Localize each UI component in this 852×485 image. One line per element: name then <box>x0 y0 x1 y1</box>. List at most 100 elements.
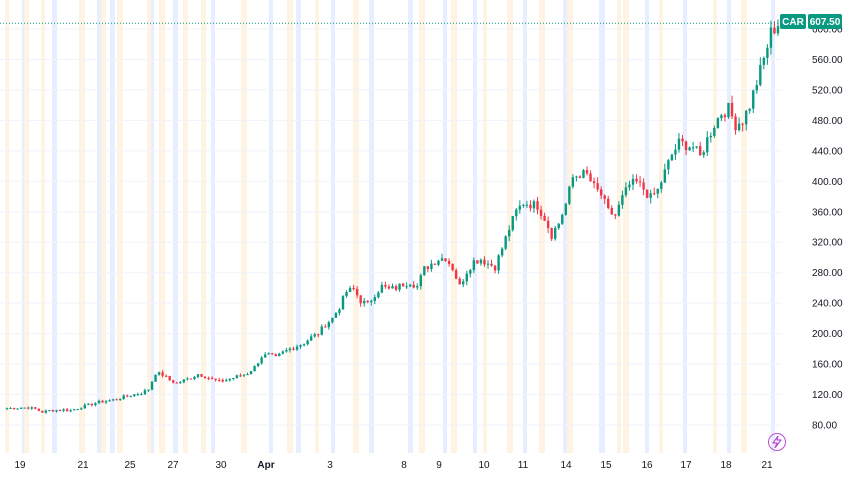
candle-body <box>642 182 645 190</box>
candle-body <box>69 410 72 412</box>
x-tick-label: 25 <box>124 460 136 471</box>
x-tick-label: 9 <box>436 460 442 471</box>
session-band <box>727 0 731 453</box>
candle-body <box>348 288 352 293</box>
x-tick-label: 30 <box>215 460 227 471</box>
candle-body <box>218 379 221 381</box>
x-tick-label: 10 <box>478 460 490 471</box>
candle-body <box>737 123 741 131</box>
candle-body <box>667 160 670 170</box>
candle-body <box>281 351 285 354</box>
candle-body <box>292 348 295 350</box>
candle-body <box>189 378 193 380</box>
session-band <box>353 0 359 453</box>
price-axis[interactable]: 80.00 120.00 160.00 200.00 240.00 280.00 320.0… <box>812 25 843 432</box>
candle-body <box>83 404 87 409</box>
candle-body <box>249 371 253 375</box>
candle-body <box>331 317 334 323</box>
candle-body <box>267 353 270 355</box>
candle-body <box>635 178 638 182</box>
time-axis[interactable]: 19 21 25 27 30 Apr 3 8 9 10 11 14 15 16 17 18 21 <box>14 460 773 471</box>
candle-body <box>702 152 705 156</box>
candle-body <box>684 141 688 151</box>
x-tick-label: 8 <box>401 460 407 471</box>
candle-body <box>76 409 79 411</box>
candle-body <box>440 258 444 261</box>
x-tick-label: Apr <box>257 460 274 471</box>
candle-body <box>210 378 214 380</box>
candle-body <box>239 375 242 377</box>
candle-body <box>727 102 730 118</box>
candle-body <box>72 409 76 411</box>
session-band <box>419 0 425 453</box>
x-tick-label: 18 <box>720 460 732 471</box>
candle-body <box>16 408 19 410</box>
y-tick-label: 520.00 <box>812 85 843 96</box>
candle-body <box>469 270 472 274</box>
session-band <box>741 0 747 453</box>
candle-body <box>674 149 677 155</box>
candle-body <box>539 209 543 216</box>
candle-body <box>391 286 394 289</box>
candle-body <box>695 146 698 148</box>
x-tick-label: 11 <box>518 460 529 471</box>
symbol-tag-label: CAR <box>782 17 804 28</box>
candle-body <box>129 396 132 398</box>
price-tag-box <box>808 14 842 29</box>
candle-body <box>578 176 582 178</box>
candle-body <box>720 115 723 119</box>
candle-body <box>653 193 656 195</box>
candle-body <box>723 115 727 118</box>
session-band <box>645 0 649 453</box>
session-band <box>110 0 115 453</box>
candle-body <box>168 375 171 381</box>
candle-body <box>444 258 447 261</box>
price-tag-label: 607.50 <box>810 17 841 28</box>
x-tick-label: 3 <box>327 460 333 471</box>
symbol-tag: CAR <box>780 14 806 29</box>
session-band <box>659 0 663 453</box>
candle-body <box>341 296 345 310</box>
candle-body <box>490 263 493 266</box>
lightning-logo-icon[interactable] <box>768 433 786 451</box>
candle-body <box>423 266 426 276</box>
candle-body <box>706 137 709 153</box>
grid-lines <box>0 28 782 426</box>
candle-body <box>408 284 412 287</box>
session-band <box>151 0 154 453</box>
session-band <box>201 0 206 453</box>
candle-body <box>355 288 359 296</box>
session-band <box>523 0 527 453</box>
x-tick-label: 15 <box>600 460 612 471</box>
candle-body <box>479 259 483 264</box>
candle-body <box>755 85 758 91</box>
candle-body <box>462 281 465 285</box>
candle-body <box>638 181 642 183</box>
candle-body <box>447 260 451 264</box>
y-tick-label: 440.00 <box>812 146 843 157</box>
candle-body <box>681 138 684 142</box>
candle-body <box>27 407 30 409</box>
candle-body <box>483 259 486 265</box>
candle-body <box>493 265 497 271</box>
candle-body <box>465 273 468 282</box>
candle-body <box>451 263 454 271</box>
y-tick-label: 160.00 <box>812 360 843 371</box>
candle-body <box>610 208 613 215</box>
candle-body <box>65 409 69 412</box>
candle-body <box>242 374 246 376</box>
candle-body <box>126 395 129 397</box>
candle-body <box>522 204 525 206</box>
candle-body <box>62 409 65 411</box>
candle-body <box>44 410 48 413</box>
candle-body <box>525 204 529 206</box>
candle-body <box>536 201 539 210</box>
candle-body <box>698 146 702 156</box>
candle-body <box>550 228 553 239</box>
candle-body <box>532 201 536 209</box>
candle-body <box>193 376 196 380</box>
candle-body <box>734 116 737 131</box>
candle-body <box>508 229 511 237</box>
candle-body <box>454 270 458 279</box>
